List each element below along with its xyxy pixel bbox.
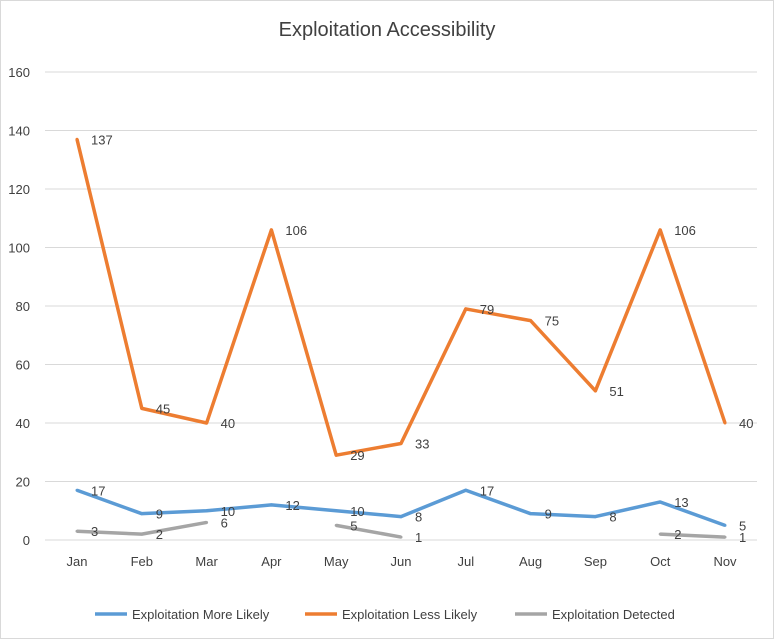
y-tick-label: 100 [8, 241, 30, 256]
y-tick-label: 60 [16, 358, 30, 373]
data-point [205, 520, 209, 524]
data-label: 17 [91, 483, 105, 498]
x-tick-label: Feb [131, 554, 153, 569]
y-tick-label: 40 [16, 416, 30, 431]
data-point [723, 421, 727, 425]
data-point [529, 512, 533, 516]
data-point [593, 515, 597, 519]
y-tick-label: 80 [16, 299, 30, 314]
y-tick-label: 140 [8, 124, 30, 139]
y-tick-label: 0 [23, 533, 30, 548]
data-label: 2 [674, 527, 681, 542]
data-point [593, 389, 597, 393]
data-point [464, 488, 468, 492]
data-point [658, 228, 662, 232]
legend-label: Exploitation More Likely [132, 607, 270, 622]
data-label: 2 [156, 527, 163, 542]
data-point [723, 523, 727, 527]
data-label: 1 [415, 530, 422, 545]
data-point [723, 535, 727, 539]
data-point [658, 500, 662, 504]
data-label: 13 [674, 495, 688, 510]
data-label: 33 [415, 436, 429, 451]
data-label: 10 [350, 504, 364, 519]
data-label: 45 [156, 401, 170, 416]
series-line [76, 488, 726, 528]
y-tick-label: 120 [8, 182, 30, 197]
series-line [75, 138, 727, 457]
data-point [269, 228, 273, 232]
data-label: 5 [739, 518, 746, 533]
data-label: 106 [674, 223, 696, 238]
data-label: 75 [545, 314, 559, 329]
data-point [75, 529, 79, 533]
data-label: 1 [739, 530, 746, 545]
series-line [660, 532, 726, 539]
data-label: 40 [221, 416, 235, 431]
y-tick-label: 20 [16, 475, 30, 490]
x-tick-label: Mar [195, 554, 218, 569]
x-tick-label: Nov [713, 554, 737, 569]
legend-label: Exploitation Less Likely [342, 607, 478, 622]
data-label: 17 [480, 483, 494, 498]
data-point [399, 441, 403, 445]
data-label: 12 [285, 498, 299, 513]
data-point [205, 509, 209, 513]
data-label: 5 [350, 518, 357, 533]
x-tick-label: Oct [650, 554, 671, 569]
data-point [529, 319, 533, 323]
data-point [140, 512, 144, 516]
data-label: 9 [545, 507, 552, 522]
data-label: 8 [609, 510, 616, 525]
data-point [399, 535, 403, 539]
data-point [75, 137, 79, 141]
data-label: 8 [415, 510, 422, 525]
x-tick-label: Apr [261, 554, 282, 569]
y-tick-label: 160 [8, 65, 30, 80]
data-label: 10 [221, 504, 235, 519]
data-point [334, 523, 338, 527]
chart-title: Exploitation Accessibility [279, 19, 496, 41]
data-label: 9 [156, 507, 163, 522]
data-label: 51 [609, 384, 623, 399]
data-point [205, 421, 209, 425]
data-point [658, 532, 662, 536]
x-tick-label: May [324, 554, 349, 569]
data-label: 79 [480, 302, 494, 317]
x-tick-label: Sep [584, 554, 607, 569]
data-point [399, 515, 403, 519]
data-point [140, 406, 144, 410]
data-label: 106 [285, 223, 307, 238]
data-point [140, 532, 144, 536]
legend-label: Exploitation Detected [552, 607, 675, 622]
data-label: 29 [350, 448, 364, 463]
x-tick-label: Aug [519, 554, 542, 569]
x-tick-label: Jan [67, 554, 88, 569]
data-label: 137 [91, 132, 113, 147]
data-point [75, 488, 79, 492]
data-label: 3 [91, 524, 98, 539]
data-point [269, 503, 273, 507]
series-line [335, 523, 402, 539]
x-tick-label: Jun [391, 554, 412, 569]
data-point [334, 453, 338, 457]
data-label: 40 [739, 416, 753, 431]
data-point [464, 307, 468, 311]
data-point [334, 509, 338, 513]
data-label: 6 [221, 515, 228, 530]
x-tick-label: Jul [457, 554, 474, 569]
